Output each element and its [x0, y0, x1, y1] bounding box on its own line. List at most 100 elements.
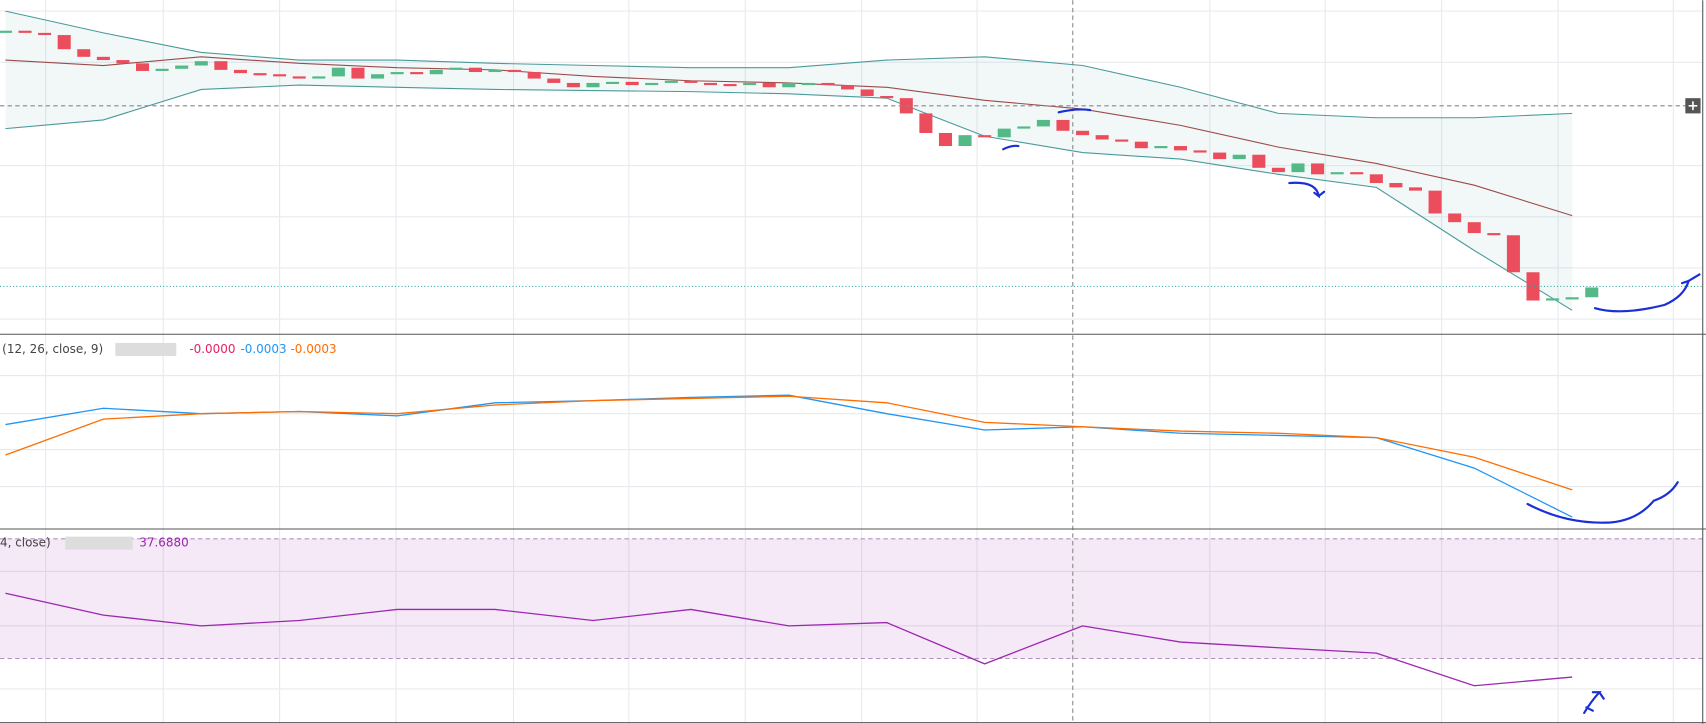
candle-body	[1115, 139, 1129, 142]
candle-body	[1369, 174, 1383, 184]
candle-body	[1526, 272, 1540, 301]
candle-body	[566, 82, 580, 88]
macd-readout: -0.0003	[240, 342, 286, 356]
candle-body	[978, 135, 992, 138]
candle-body	[488, 69, 502, 73]
candle-body	[743, 82, 757, 86]
candle-body	[938, 132, 953, 147]
signal-readout: -0.0003	[290, 342, 336, 356]
candle-body	[136, 63, 150, 71]
candle-body	[625, 81, 639, 86]
candle-body	[1467, 222, 1481, 234]
hand-annotations	[1002, 108, 1701, 714]
macd-legend: (12, 26, close, 9) -0.0000 -0.0003 -0.00…	[2, 342, 337, 357]
candle-body	[762, 82, 776, 88]
add-icon	[1688, 101, 1698, 111]
rsi-legend: 4, close) 37.6880	[0, 536, 189, 550]
plots	[0, 10, 1703, 687]
candle-body	[1213, 152, 1227, 160]
candle-body	[919, 113, 933, 133]
candle-body	[96, 56, 110, 61]
candle-body	[801, 82, 815, 86]
candle-body	[1134, 141, 1148, 149]
candle-body	[508, 69, 522, 73]
candle-body	[841, 85, 855, 90]
candle-body	[253, 73, 267, 76]
legend-buttons[interactable]	[115, 342, 177, 357]
candle-body	[1193, 150, 1207, 153]
bollinger-upper	[5, 10, 1573, 119]
indicator-line	[5, 395, 1573, 491]
candle-body	[155, 68, 169, 71]
candle-body	[233, 69, 247, 74]
candle-body	[1154, 146, 1168, 149]
candle-body	[1487, 233, 1501, 236]
candle-body	[57, 35, 71, 50]
candle-body	[821, 82, 835, 86]
candle-body	[997, 128, 1011, 138]
candle-body	[703, 82, 717, 86]
candle-body	[1565, 297, 1579, 300]
candle-body	[312, 76, 326, 79]
candle-body	[645, 82, 659, 86]
indicator-line	[5, 592, 1573, 687]
candle-body	[331, 67, 345, 77]
candle-body	[371, 74, 385, 79]
candle-body	[782, 82, 796, 88]
candle-body	[292, 76, 306, 79]
candle-body	[429, 69, 443, 75]
candle-body	[214, 61, 228, 70]
band-fill	[5, 11, 1573, 311]
candle-body	[194, 61, 208, 66]
candle-body	[1311, 163, 1325, 175]
candle-body	[1350, 172, 1364, 175]
candle-body	[1173, 146, 1188, 151]
candle-body	[116, 60, 130, 64]
candle-body	[723, 84, 737, 87]
candle-body	[1448, 213, 1462, 223]
candle-body	[175, 65, 189, 69]
candle-body	[18, 30, 32, 33]
candle-body	[1076, 130, 1090, 136]
candle-body	[664, 80, 678, 83]
candle-body	[1232, 154, 1246, 160]
candle-body	[606, 81, 620, 85]
candle-body	[449, 67, 463, 70]
candle-body	[1428, 190, 1442, 214]
bollinger-lower	[5, 84, 1573, 311]
rsi-band	[0, 538, 1703, 659]
candle-body	[1056, 119, 1070, 131]
candle-body	[390, 72, 404, 75]
candle-body	[880, 95, 894, 99]
candle-body	[1095, 135, 1109, 140]
macd-title: (12, 26, close, 9)	[2, 342, 103, 356]
candle-body	[586, 82, 600, 88]
candle-body	[1291, 163, 1305, 173]
candle-body	[410, 72, 424, 75]
candle-body	[547, 78, 561, 83]
candle-body	[1252, 154, 1266, 168]
macd-hist-readout: -0.0000	[189, 342, 235, 356]
candle-body	[77, 49, 91, 57]
candle-body	[1506, 235, 1520, 273]
candle-body	[468, 67, 482, 73]
rsi-readout: 37.6880	[139, 536, 188, 550]
legend-buttons[interactable]	[65, 536, 133, 550]
candle-body	[0, 30, 12, 33]
candle-body	[958, 135, 972, 147]
candle-body	[1389, 183, 1403, 188]
candle-body	[1271, 167, 1285, 173]
candle-body	[684, 80, 698, 83]
candle-body	[1017, 126, 1031, 129]
candle-body	[1546, 298, 1560, 301]
candle-body	[527, 72, 541, 79]
candle-body	[1585, 287, 1599, 298]
candle-body	[1330, 172, 1344, 175]
candle-body	[38, 32, 52, 36]
candle-body	[273, 74, 287, 77]
candle-body	[860, 89, 874, 96]
rsi-title: 4, close)	[0, 536, 51, 550]
